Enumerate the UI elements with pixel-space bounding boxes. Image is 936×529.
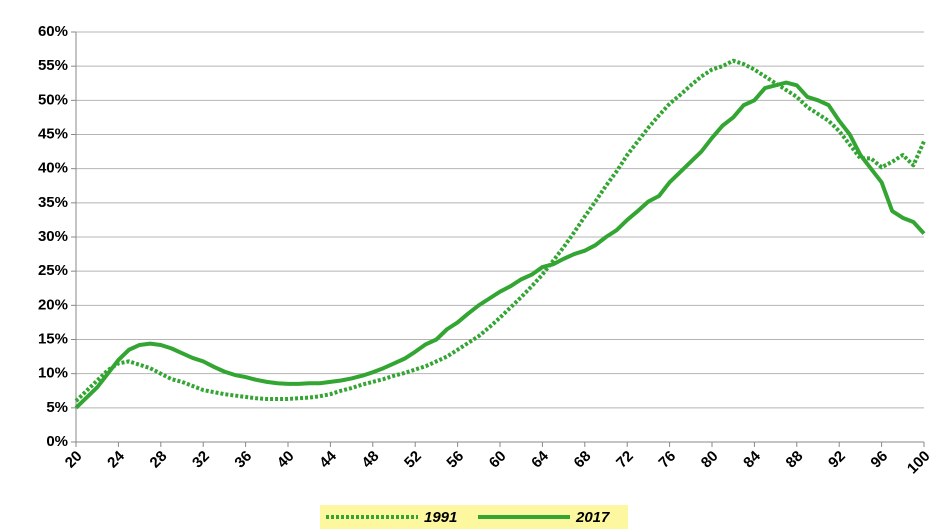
y-tick-label: 25% <box>38 262 68 279</box>
y-tick-label: 30% <box>38 228 68 245</box>
legend-label: 2017 <box>575 509 610 526</box>
y-tick-label: 55% <box>38 57 68 74</box>
y-tick-label: 20% <box>38 296 68 313</box>
y-tick-label: 5% <box>46 399 68 416</box>
y-tick-label: 50% <box>38 91 68 108</box>
legend: 1991 2017 <box>320 505 628 529</box>
series-line <box>74 80 926 410</box>
y-tick-label: 40% <box>38 160 68 177</box>
y-tick-label: 15% <box>38 330 68 347</box>
y-tick-label: 60% <box>38 23 68 40</box>
y-tick-label: 45% <box>38 125 68 142</box>
y-tick-label: 35% <box>38 194 68 211</box>
y-tick-label: 0% <box>46 433 68 450</box>
series-line <box>74 58 926 403</box>
legend-label: 1991 <box>424 509 457 526</box>
y-tick-label: 10% <box>38 365 68 382</box>
